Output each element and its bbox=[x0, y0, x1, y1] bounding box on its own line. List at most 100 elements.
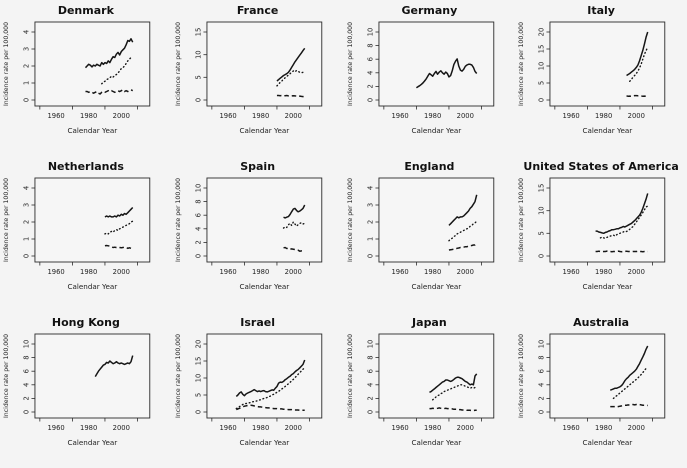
dotted-series-line bbox=[101, 56, 134, 85]
y-tick-label: 2 bbox=[22, 396, 30, 400]
chart-plot: 1960 1980 2000 0 1 2 3 4 Incidence rate per 100,… bbox=[3, 177, 151, 291]
plot-box bbox=[34, 333, 151, 419]
chart-title: Australia bbox=[573, 316, 630, 329]
chart-panel: Germany 1960 1980 2000 0 2 4 6 8 10 Incidence rate… bbox=[344, 0, 516, 156]
y-tick-label: 8 bbox=[194, 199, 202, 203]
chart-panel: Australia 1960 1980 2000 0 2 4 6 8 10 Incidence ra… bbox=[515, 312, 687, 468]
y-axis-label: Incidence rate per 100,000 bbox=[346, 334, 353, 418]
y-tick-label: 6 bbox=[194, 213, 202, 217]
x-tick-label: 2000 bbox=[284, 112, 301, 120]
solid-series-line bbox=[595, 193, 649, 235]
solid-series-line bbox=[282, 204, 306, 219]
x-tick-label: 1980 bbox=[252, 424, 269, 432]
chart-plot: 1960 1980 2000 0 1 2 3 4 Incidence rate per 100,… bbox=[346, 177, 494, 291]
y-tick-label: 20 bbox=[194, 340, 202, 349]
dashed-series-line bbox=[276, 94, 305, 98]
x-axis-label: Calendar Year bbox=[239, 126, 289, 135]
y-axis-label: Incidence rate per 100,000 bbox=[346, 178, 353, 262]
solid-series-line bbox=[276, 47, 306, 82]
x-tick-label: 1960 bbox=[391, 268, 408, 276]
y-tick-label: 4 bbox=[22, 30, 30, 34]
y-tick-label: 4 bbox=[194, 227, 202, 231]
dotted-series-line bbox=[629, 46, 649, 83]
y-tick-label: 20 bbox=[538, 28, 546, 37]
x-axis-label: Calendar Year bbox=[411, 438, 461, 447]
chart-panel: Denmark 1960 1980 2000 0 1 2 3 4 Incidence rate p… bbox=[0, 0, 172, 156]
x-tick-label: 1960 bbox=[391, 112, 408, 120]
y-tick-label: 2 bbox=[538, 396, 546, 400]
plot-box bbox=[377, 21, 494, 107]
y-axis-label: Incidence rate per 100,000 bbox=[3, 178, 10, 262]
y-tick-label: 0 bbox=[538, 98, 546, 102]
plot-box bbox=[34, 21, 151, 107]
chart-panel: United States of America 1960 1980 2000 0 5 10… bbox=[515, 156, 687, 312]
y-tick-label: 0 bbox=[22, 98, 30, 102]
y-tick-label: 4 bbox=[366, 71, 374, 75]
x-tick-label: 2000 bbox=[456, 268, 473, 276]
y-tick-label: 2 bbox=[366, 396, 374, 400]
dashed-series-line bbox=[85, 88, 134, 95]
y-axis-label: Incidence rate per 100,000 bbox=[346, 22, 353, 106]
x-axis-label: Calendar Year bbox=[583, 438, 633, 447]
x-tick-label: 1980 bbox=[80, 268, 97, 276]
x-tick-label: 2000 bbox=[284, 268, 301, 276]
chart-panel: Israel 1960 1980 2000 0 5 10 15 20 Incidence rate… bbox=[172, 312, 344, 468]
y-tick-label: 4 bbox=[366, 383, 374, 387]
y-tick-label: 10 bbox=[22, 340, 30, 349]
chart-plot: 1960 1980 2000 0 2 4 6 8 10 Incidence rate per 10… bbox=[346, 21, 494, 135]
chart-panel: France 1960 1980 2000 0 5 10 15 Incidence rate p… bbox=[172, 0, 344, 156]
y-tick-label: 15 bbox=[194, 357, 202, 366]
chart-plot: 1960 1980 2000 0 5 10 15 Incidence rate per 100… bbox=[518, 177, 666, 291]
x-tick-label: 2000 bbox=[113, 268, 130, 276]
chart-title: Spain bbox=[240, 160, 276, 173]
plot-box bbox=[206, 177, 322, 263]
y-axis-label: Incidence rate per 100,000 bbox=[3, 22, 10, 106]
y-tick-label: 10 bbox=[366, 340, 374, 349]
x-tick-label: 2000 bbox=[284, 424, 301, 432]
chart-title: England bbox=[404, 160, 455, 173]
y-tick-label: 8 bbox=[366, 355, 374, 359]
x-axis-label: Calendar Year bbox=[411, 282, 461, 291]
dotted-series-line bbox=[600, 205, 649, 240]
chart-panel: Spain 1960 1980 2000 0 2 4 6 8 10 Incidence rate p… bbox=[172, 156, 344, 312]
x-tick-label: 1960 bbox=[47, 268, 64, 276]
x-tick-label: 2000 bbox=[456, 112, 473, 120]
x-axis-label: Calendar Year bbox=[67, 126, 117, 135]
y-tick-label: 2 bbox=[22, 220, 30, 224]
y-tick-label: 6 bbox=[538, 369, 546, 373]
solid-series-line bbox=[94, 355, 134, 377]
x-tick-label: 2000 bbox=[628, 424, 645, 432]
x-tick-label: 1960 bbox=[391, 424, 408, 432]
x-tick-label: 1980 bbox=[424, 424, 441, 432]
y-axis-label: Incidence rate per 100,000 bbox=[518, 22, 525, 106]
chart-panel: Hong Kong 1960 1980 2000 0 2 4 6 8 10 Incidence ra… bbox=[0, 312, 172, 468]
chart-plot: 1960 1980 2000 0 2 4 6 8 10 Incidence rate per 10… bbox=[518, 333, 666, 447]
y-tick-label: 5 bbox=[538, 81, 546, 85]
y-tick-label: 5 bbox=[538, 231, 546, 235]
y-tick-label: 6 bbox=[366, 57, 374, 61]
y-tick-label: 4 bbox=[22, 383, 30, 387]
y-tick-label: 8 bbox=[366, 43, 374, 47]
y-axis-label: Incidence rate per 100,000 bbox=[175, 22, 182, 106]
chart-title: United States of America bbox=[523, 160, 679, 173]
x-tick-label: 2000 bbox=[628, 268, 645, 276]
x-tick-label: 1960 bbox=[219, 268, 236, 276]
x-tick-label: 1960 bbox=[219, 424, 236, 432]
x-tick-label: 1960 bbox=[47, 424, 64, 432]
y-tick-label: 10 bbox=[366, 28, 374, 37]
x-axis-label: Calendar Year bbox=[583, 126, 633, 135]
x-axis-label: Calendar Year bbox=[583, 282, 633, 291]
solid-series-line bbox=[428, 373, 477, 393]
x-tick-label: 2000 bbox=[113, 424, 130, 432]
x-tick-label: 1980 bbox=[252, 112, 269, 120]
dashed-series-line bbox=[610, 403, 649, 408]
dotted-series-line bbox=[282, 220, 306, 229]
chart-plot: 1960 1980 2000 0 2 4 6 8 10 Incidence rate per 10… bbox=[346, 333, 494, 447]
x-tick-label: 1980 bbox=[252, 268, 269, 276]
chart-title: Germany bbox=[401, 4, 458, 17]
y-tick-label: 4 bbox=[22, 186, 30, 190]
y-tick-label: 6 bbox=[366, 369, 374, 373]
chart-plot: 1960 1980 2000 0 2 4 6 8 10 Incidence rate per 10… bbox=[175, 177, 322, 291]
x-tick-label: 1980 bbox=[595, 112, 612, 120]
y-tick-label: 4 bbox=[366, 186, 374, 190]
